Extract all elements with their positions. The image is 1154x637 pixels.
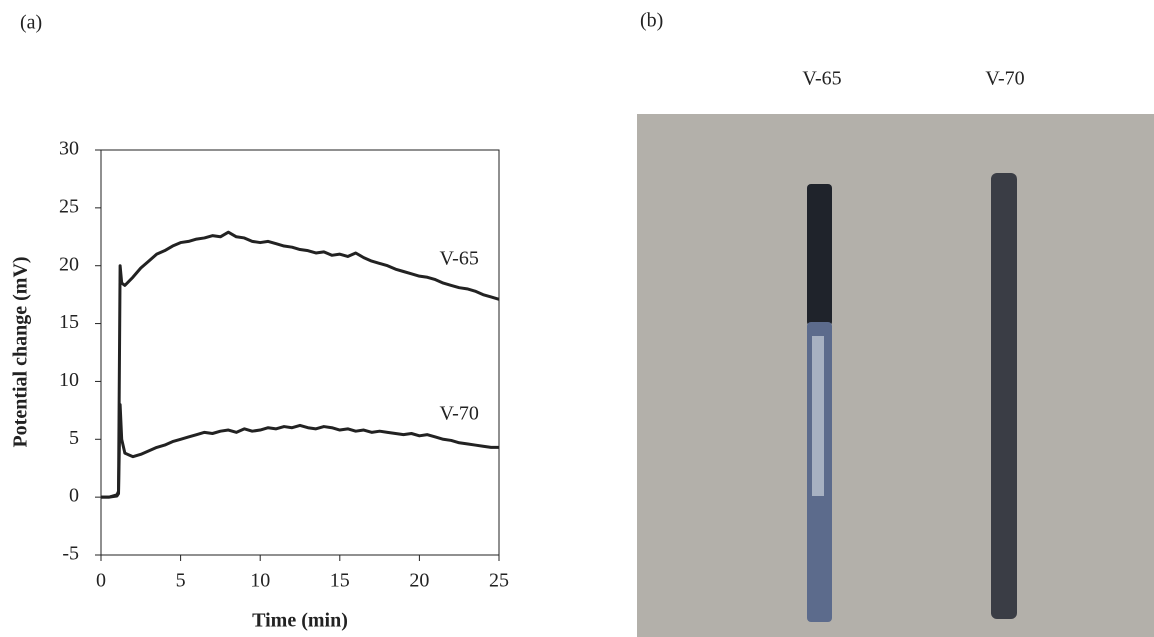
y-tick-label: 25 bbox=[59, 195, 79, 217]
panel-label: (a) bbox=[20, 12, 42, 34]
y-tick-label: 15 bbox=[59, 311, 79, 333]
plot-frame bbox=[100, 149, 500, 556]
rod-label: V-65 bbox=[802, 68, 841, 90]
panel-label: (b) bbox=[640, 10, 663, 32]
rod-label: V-70 bbox=[985, 68, 1024, 90]
x-tick-label: 25 bbox=[489, 570, 509, 592]
x-tick-label: 0 bbox=[96, 570, 106, 592]
y-tick-label: 0 bbox=[69, 485, 79, 507]
x-tick-label: 15 bbox=[330, 570, 350, 592]
x-tick-label: 20 bbox=[409, 570, 429, 592]
x-tick-label: 10 bbox=[250, 570, 270, 592]
rod bbox=[991, 173, 1017, 619]
series-label: V-65 bbox=[440, 247, 479, 269]
data-line bbox=[101, 403, 499, 499]
x-tick-label: 5 bbox=[176, 570, 186, 592]
photo bbox=[637, 114, 1154, 637]
data-line bbox=[101, 230, 500, 499]
y-tick-label: -5 bbox=[62, 543, 79, 565]
series-label: V-70 bbox=[440, 402, 479, 424]
rod-coating bbox=[812, 336, 824, 496]
rod-dark-part bbox=[807, 184, 832, 326]
y-tick-label: 20 bbox=[59, 253, 79, 275]
y-tick-label: 10 bbox=[59, 369, 79, 391]
y-tick-label: 5 bbox=[69, 427, 79, 449]
y-axis-label: Potential change (mV) bbox=[10, 256, 32, 447]
x-axis-label: Time (min) bbox=[252, 610, 348, 632]
photo-background bbox=[637, 114, 1154, 637]
y-tick-label: 30 bbox=[59, 138, 79, 160]
